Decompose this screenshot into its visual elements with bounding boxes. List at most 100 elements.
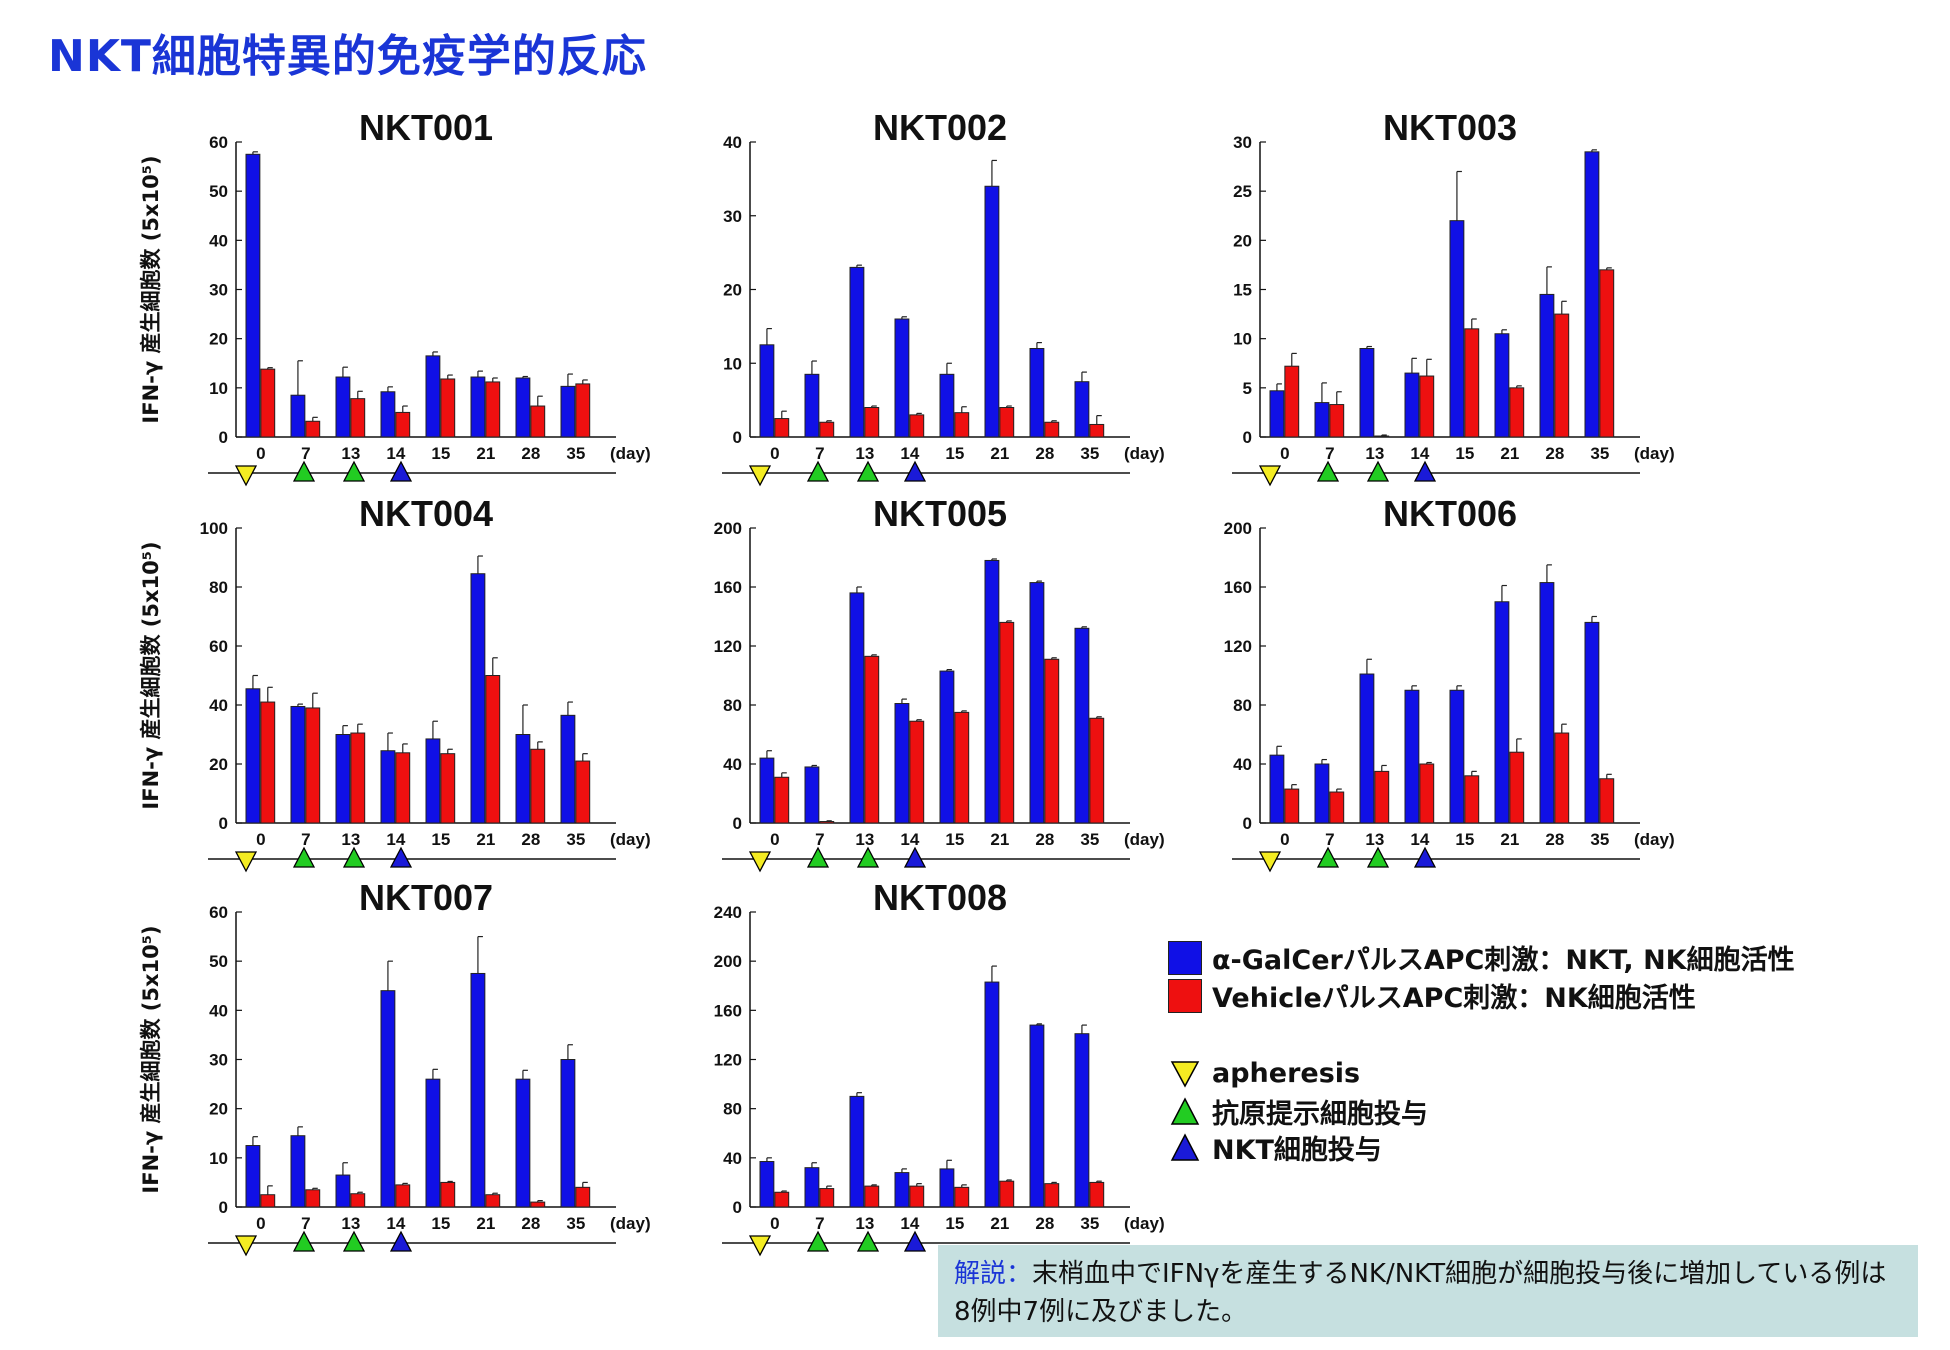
x-unit-label: (day) bbox=[610, 1214, 651, 1233]
x-tick-label: 0 bbox=[256, 830, 265, 849]
chart-panel-nkt005: NKT005 0 40 80 120 160 200 0 7 13 14 15 21 28 35 (day) bbox=[714, 493, 1165, 873]
bar-galcer bbox=[1269, 390, 1285, 438]
bar-galcer bbox=[804, 1167, 820, 1208]
x-tick-label: 21 bbox=[990, 830, 1009, 849]
y-tick-label: 20 bbox=[209, 1100, 228, 1119]
x-tick-label: 28 bbox=[521, 1214, 540, 1233]
up-triangle-icon bbox=[856, 1230, 880, 1252]
up-triangle-icon bbox=[903, 846, 927, 868]
bar-galcer bbox=[804, 373, 820, 438]
x-tick-label: 7 bbox=[301, 1214, 310, 1233]
bar-vehicle bbox=[395, 752, 411, 824]
bar-galcer bbox=[1539, 582, 1555, 824]
chart-title: NKT002 bbox=[873, 107, 1007, 148]
bar-galcer bbox=[1584, 151, 1600, 438]
legend-item-galcer: α-GalCerパルスAPC刺激：NKT, NK細胞活性 bbox=[1168, 938, 1795, 977]
chart-title: NKT003 bbox=[1383, 107, 1517, 148]
bar-galcer bbox=[470, 972, 486, 1208]
bar-galcer bbox=[1074, 1033, 1090, 1208]
down-triangle-icon bbox=[234, 1235, 258, 1257]
y-tick-label: 10 bbox=[209, 1149, 228, 1168]
bar-vehicle bbox=[1554, 732, 1570, 824]
bar-vehicle bbox=[575, 760, 591, 824]
bar-galcer bbox=[894, 703, 910, 824]
bar-galcer bbox=[335, 1174, 351, 1208]
y-tick-label: 120 bbox=[714, 637, 742, 656]
bar-galcer bbox=[984, 981, 1000, 1208]
bar-vehicle bbox=[1089, 1181, 1105, 1208]
bar-galcer bbox=[984, 185, 1000, 438]
bar-vehicle bbox=[954, 711, 970, 824]
y-tick-label: 20 bbox=[1233, 231, 1252, 250]
bar-vehicle bbox=[350, 1193, 366, 1208]
bar-galcer bbox=[849, 1095, 865, 1208]
y-tick-label: 40 bbox=[209, 696, 228, 715]
x-unit-label: (day) bbox=[1634, 444, 1675, 463]
bar-vehicle bbox=[864, 1185, 880, 1208]
bar-vehicle bbox=[864, 407, 880, 438]
down-triangle-icon bbox=[748, 851, 772, 873]
bar-galcer bbox=[425, 1078, 441, 1208]
bar-galcer bbox=[984, 559, 1000, 824]
chart-title: NKT005 bbox=[873, 493, 1007, 534]
bar-galcer bbox=[380, 750, 396, 824]
bar-galcer bbox=[1029, 348, 1045, 438]
y-tick-label: 40 bbox=[723, 755, 742, 774]
bar-vehicle bbox=[819, 821, 835, 824]
x-unit-label: (day) bbox=[610, 830, 651, 849]
bar-galcer bbox=[1359, 673, 1375, 824]
bar-galcer bbox=[939, 670, 955, 824]
y-axis-label: IFN-γ 産生細胞数 (5x10⁵) bbox=[139, 155, 163, 423]
bar-vehicle bbox=[1554, 313, 1570, 438]
x-unit-label: (day) bbox=[1124, 830, 1165, 849]
bar-galcer bbox=[849, 266, 865, 438]
y-tick-label: 200 bbox=[714, 952, 742, 971]
up-triangle-icon bbox=[292, 460, 316, 482]
note-label: 解説： bbox=[954, 1259, 1033, 1289]
x-tick-label: 7 bbox=[301, 830, 310, 849]
bar-vehicle bbox=[1329, 791, 1345, 824]
y-tick-label: 200 bbox=[714, 519, 742, 538]
bar-vehicle bbox=[999, 621, 1015, 824]
x-unit-label: (day) bbox=[610, 444, 651, 463]
y-tick-label: 40 bbox=[209, 231, 228, 250]
bar-vehicle bbox=[819, 1188, 835, 1208]
y-tick-label: 30 bbox=[723, 207, 742, 226]
bar-vehicle bbox=[909, 414, 925, 438]
y-tick-label: 40 bbox=[1233, 755, 1252, 774]
up-triangle-icon bbox=[1366, 846, 1390, 868]
x-tick-label: 15 bbox=[945, 444, 964, 463]
down-triangle-icon bbox=[234, 465, 258, 487]
x-tick-label: 15 bbox=[431, 444, 450, 463]
x-tick-label: 13 bbox=[1365, 830, 1384, 849]
x-tick-label: 15 bbox=[945, 830, 964, 849]
up-triangle-icon bbox=[1413, 460, 1437, 482]
x-tick-label: 7 bbox=[301, 444, 310, 463]
bar-galcer bbox=[1314, 763, 1330, 824]
y-tick-label: 30 bbox=[209, 1051, 228, 1070]
x-tick-label: 35 bbox=[1590, 444, 1609, 463]
legend-item-vehicle: VehicleパルスAPC刺激：NK細胞活性 bbox=[1168, 976, 1696, 1015]
legend-swatch-vehicle bbox=[1168, 978, 1202, 1013]
x-unit-label: (day) bbox=[1124, 1214, 1165, 1233]
x-tick-label: 0 bbox=[256, 444, 265, 463]
x-tick-label: 14 bbox=[386, 444, 405, 463]
bar-galcer bbox=[425, 355, 441, 438]
x-tick-label: 0 bbox=[1280, 830, 1289, 849]
up-triangle-icon bbox=[1316, 460, 1340, 482]
x-tick-label: 14 bbox=[900, 830, 919, 849]
page-title: NKT細胞特異的免疫学的反応 bbox=[48, 31, 647, 82]
y-tick-label: 240 bbox=[714, 903, 742, 922]
x-tick-label: 15 bbox=[1455, 830, 1474, 849]
y-tick-label: 0 bbox=[219, 1198, 228, 1217]
bar-galcer bbox=[894, 318, 910, 438]
bar-galcer bbox=[1449, 689, 1465, 824]
x-tick-label: 13 bbox=[1365, 444, 1384, 463]
y-tick-label: 0 bbox=[733, 428, 742, 447]
bar-galcer bbox=[290, 1135, 306, 1208]
bar-vehicle bbox=[999, 1180, 1015, 1208]
up-triangle-icon bbox=[389, 460, 413, 482]
bar-vehicle bbox=[1329, 404, 1345, 438]
x-tick-label: 13 bbox=[855, 830, 874, 849]
bar-galcer bbox=[1074, 381, 1090, 438]
